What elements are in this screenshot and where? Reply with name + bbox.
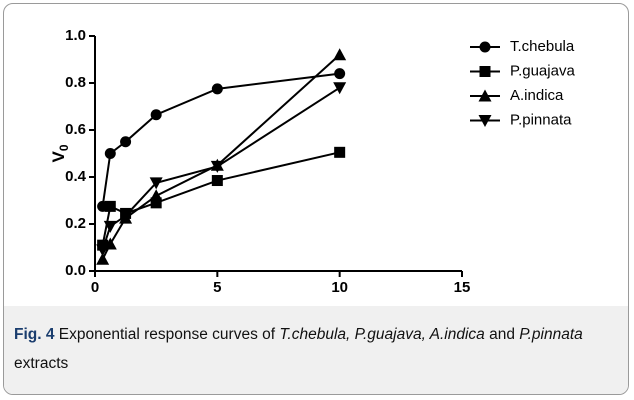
y-tick-label: 0.0 bbox=[65, 262, 86, 279]
caption-label: Fig. 4 bbox=[14, 326, 55, 343]
legend-label: T.chebula bbox=[510, 38, 575, 55]
y-tick-label: 1.0 bbox=[65, 27, 86, 44]
legend-label: A.indica bbox=[510, 87, 564, 104]
marker bbox=[211, 83, 223, 95]
marker bbox=[333, 48, 347, 61]
marker bbox=[104, 148, 116, 159]
caption-text: Exponential response curves of bbox=[58, 326, 280, 343]
marker bbox=[104, 200, 116, 212]
caption-text: T.chebula, P.guajava, A.indica bbox=[279, 326, 485, 343]
marker bbox=[149, 189, 163, 202]
marker bbox=[333, 82, 347, 95]
marker bbox=[120, 136, 132, 148]
y-axis-label-sub: 0 bbox=[57, 144, 71, 151]
y-tick-label: 0.2 bbox=[65, 215, 86, 232]
x-tick-label: 5 bbox=[213, 279, 221, 296]
legend-label: P.guajava bbox=[510, 62, 575, 79]
marker bbox=[210, 160, 224, 173]
x-tick-label: 10 bbox=[331, 279, 348, 296]
legend-marker bbox=[479, 41, 491, 53]
marker bbox=[119, 210, 133, 223]
x-axis-label: Concentration, mg/ml bbox=[196, 299, 360, 300]
marker bbox=[150, 109, 162, 121]
series-line bbox=[101, 72, 340, 207]
y-axis-label: V0 bbox=[49, 144, 71, 162]
legend-marker bbox=[479, 66, 491, 77]
chart: 0.0 0.2 0.4 0.6 0.8 1.0 0 5 10 15 Concentration, m… bbox=[49, 27, 575, 300]
marker bbox=[149, 177, 163, 190]
marker bbox=[150, 197, 162, 209]
marker bbox=[96, 252, 110, 265]
x-tick-label: 15 bbox=[454, 279, 471, 296]
marker bbox=[334, 146, 346, 158]
y-tick-label: 0.6 bbox=[65, 121, 86, 138]
y-axis-label-main: V bbox=[49, 151, 68, 163]
caption: Fig. 4 Exponential response curves of T.… bbox=[4, 306, 628, 394]
y-tick-label: 0.8 bbox=[65, 74, 86, 91]
marker bbox=[334, 68, 346, 80]
marker bbox=[103, 220, 117, 233]
caption-text: P.pinnata bbox=[519, 326, 583, 343]
caption-text: and bbox=[484, 326, 520, 343]
marker bbox=[96, 244, 110, 257]
legend-marker bbox=[478, 115, 492, 127]
legend-marker bbox=[478, 89, 492, 102]
y-tick-label: 0.4 bbox=[65, 168, 87, 185]
marker bbox=[211, 175, 223, 187]
frame: Fig. 4 Exponential response curves of T.… bbox=[3, 3, 629, 395]
legend-label: P.pinnata bbox=[510, 111, 572, 128]
x-tick-label: 0 bbox=[91, 279, 99, 296]
caption-text: extracts bbox=[14, 326, 588, 372]
